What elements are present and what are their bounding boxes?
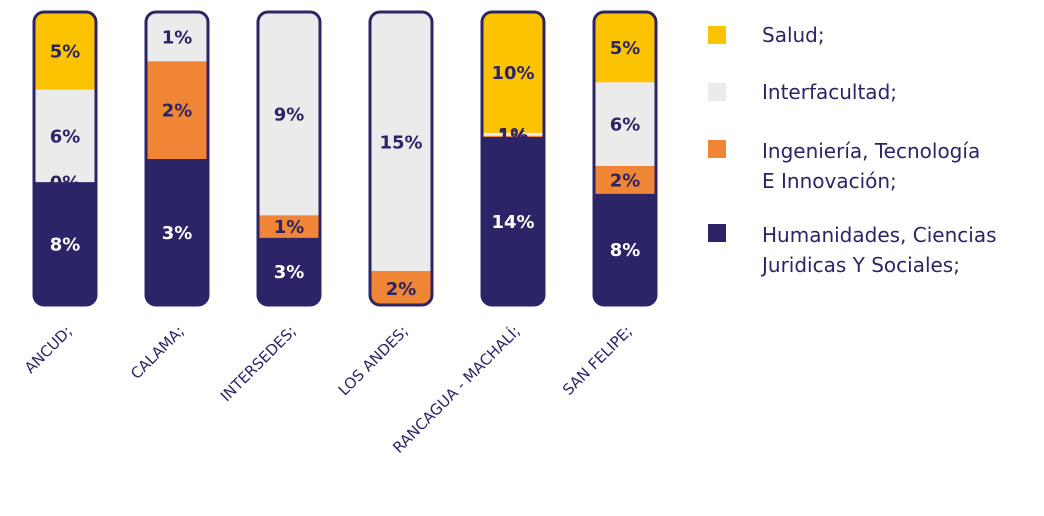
segment-rancagua-machali-salud <box>482 12 544 133</box>
data-label-rancagua-machali-ingenieria-tecnologia-e-innovacion: 1% <box>498 127 529 148</box>
x-tick-label-san-felipe: SAN FELIPE; <box>559 322 636 399</box>
legend-swatch-salud <box>708 26 726 44</box>
legend-label-interfacultad: Interfacultad; <box>762 80 897 104</box>
x-tick-label-ancud: ANCUD; <box>21 322 76 377</box>
segment-calama-interfacultad <box>146 12 208 62</box>
bar-ancud <box>34 12 96 305</box>
segment-ancud-salud <box>34 12 96 90</box>
legend-label-humanidades: Humanidades, Ciencias Juridicas Y Social… <box>762 223 997 277</box>
segment-ancud-humanidades-ciencias-juridicas-y-sociales <box>34 181 96 305</box>
data-label-calama-humanidades-ciencias-juridicas-y-sociales: 3% <box>162 223 193 244</box>
x-tick-label-los-andes: LOS ANDES; <box>335 322 412 399</box>
data-label-rancagua-machali-interfacultad: 1% <box>498 125 529 146</box>
segment-los-andes-interfacultad <box>370 12 432 272</box>
bar-san-felipe <box>594 12 656 305</box>
bar-outline-intersedes <box>256 10 322 307</box>
segment-san-felipe-salud <box>594 12 656 83</box>
data-label-ancud-interfacultad: 6% <box>50 126 81 147</box>
bar-rancagua-machali <box>482 12 544 305</box>
data-label-ancud-ingenieria-tecnologia-e-innovacion: 0% <box>50 173 81 194</box>
bar-los-andes <box>370 12 432 305</box>
data-label-san-felipe-humanidades-ciencias-juridicas-y-sociales: 8% <box>610 240 641 261</box>
segment-intersedes-ingenieria-tecnologia-e-innovacion <box>258 214 320 238</box>
data-label-san-felipe-ingenieria-tecnologia-e-innovacion: 2% <box>610 170 641 191</box>
segment-intersedes-humanidades-ciencias-juridicas-y-sociales <box>258 237 320 305</box>
bar-outline-ancud <box>32 10 98 307</box>
bar-outline-los-andes <box>368 10 434 307</box>
segment-san-felipe-interfacultad <box>594 81 656 166</box>
data-label-intersedes-interfacultad: 9% <box>274 104 305 125</box>
data-label-los-andes-ingenieria-tecnologia-e-innovacion: 2% <box>386 279 417 300</box>
segment-rancagua-machali-ingenieria-tecnologia-e-innovacion <box>482 135 544 138</box>
data-label-san-felipe-salud: 5% <box>610 38 641 59</box>
data-label-intersedes-ingenieria-tecnologia-e-innovacion: 1% <box>274 217 305 238</box>
segment-san-felipe-ingenieria-tecnologia-e-innovacion <box>594 165 656 194</box>
data-label-san-felipe-interfacultad: 6% <box>610 115 641 136</box>
legend-swatch-ingenieria <box>708 140 726 158</box>
bar-outline-rancagua-machali <box>480 10 546 307</box>
segment-calama-humanidades-ciencias-juridicas-y-sociales <box>146 158 208 305</box>
x-tick-label-intersedes: INTERSEDES; <box>217 322 300 405</box>
data-label-los-andes-interfacultad: 15% <box>379 132 422 153</box>
segment-ancud-interfacultad <box>34 89 96 183</box>
data-label-calama-ingenieria-tecnologia-e-innovacion: 2% <box>162 101 193 122</box>
x-tick-label-calama: CALAMA; <box>127 322 188 383</box>
bar-outline-san-felipe <box>592 10 658 307</box>
segment-intersedes-interfacultad <box>258 12 320 216</box>
bar-intersedes <box>258 12 320 305</box>
legend-swatch-humanidades <box>708 224 726 242</box>
x-tick-label-rancagua-machali: RANCAGUA - MACHALÍ; <box>389 321 524 456</box>
data-label-rancagua-machali-humanidades-ciencias-juridicas-y-sociales: 14% <box>491 212 534 233</box>
legend-label-salud: Salud; <box>762 23 825 47</box>
segment-rancagua-machali-interfacultad <box>482 132 544 136</box>
data-label-calama-interfacultad: 1% <box>162 27 193 48</box>
data-label-intersedes-humanidades-ciencias-juridicas-y-sociales: 3% <box>274 262 305 283</box>
segment-rancagua-machali-humanidades-ciencias-juridicas-y-sociales <box>482 136 544 305</box>
legend-label-ingenieria: Ingeniería, Tecnología E Innovación; <box>762 139 981 193</box>
data-label-ancud-salud: 5% <box>50 42 81 63</box>
segment-los-andes-ingenieria-tecnologia-e-innovacion <box>370 270 432 305</box>
segment-san-felipe-humanidades-ciencias-juridicas-y-sociales <box>594 193 656 305</box>
legend-swatch-interfacultad <box>708 83 726 101</box>
segment-calama-ingenieria-tecnologia-e-innovacion <box>146 60 208 160</box>
bar-calama <box>146 12 208 305</box>
data-label-rancagua-machali-salud: 10% <box>491 63 534 84</box>
data-label-ancud-humanidades-ciencias-juridicas-y-sociales: 8% <box>50 234 81 255</box>
bar-outline-calama <box>144 10 210 307</box>
